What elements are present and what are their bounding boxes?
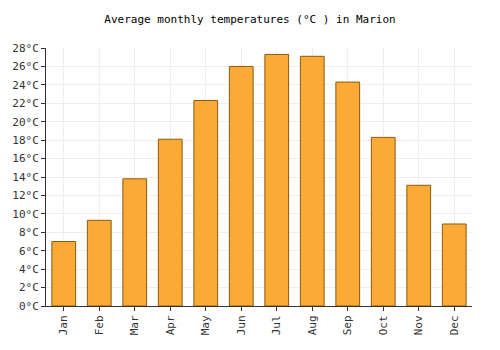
svg-text:Jan: Jan (57, 315, 70, 335)
svg-text:Jun: Jun (235, 315, 248, 335)
svg-text:Sep: Sep (341, 315, 354, 335)
svg-text:4°C: 4°C (19, 263, 39, 276)
svg-text:18°C: 18°C (12, 134, 39, 147)
svg-text:6°C: 6°C (19, 245, 39, 258)
svg-text:14°C: 14°C (12, 171, 39, 184)
svg-text:22°C: 22°C (12, 97, 39, 110)
svg-text:16°C: 16°C (12, 152, 39, 165)
svg-text:Apr: Apr (164, 315, 177, 335)
svg-text:Oct: Oct (377, 315, 390, 335)
svg-text:Nov: Nov (412, 315, 425, 335)
svg-text:8°C: 8°C (19, 226, 39, 239)
svg-text:Average monthly temperatures (: Average monthly temperatures (°C ) in Ma… (104, 13, 395, 26)
svg-text:12°C: 12°C (12, 189, 39, 202)
svg-text:24°C: 24°C (12, 79, 39, 92)
svg-text:Dec: Dec (448, 315, 461, 335)
svg-text:Feb: Feb (93, 315, 106, 335)
svg-text:20°C: 20°C (12, 116, 39, 129)
svg-text:Mar: Mar (128, 315, 141, 335)
svg-text:Aug: Aug (306, 315, 319, 335)
svg-text:10°C: 10°C (12, 208, 39, 221)
svg-text:28°C: 28°C (12, 42, 39, 55)
svg-text:May: May (199, 315, 212, 335)
svg-text:Jul: Jul (270, 315, 283, 335)
svg-text:0°C: 0°C (19, 300, 39, 313)
svg-text:26°C: 26°C (12, 60, 39, 73)
svg-text:2°C: 2°C (19, 281, 39, 294)
